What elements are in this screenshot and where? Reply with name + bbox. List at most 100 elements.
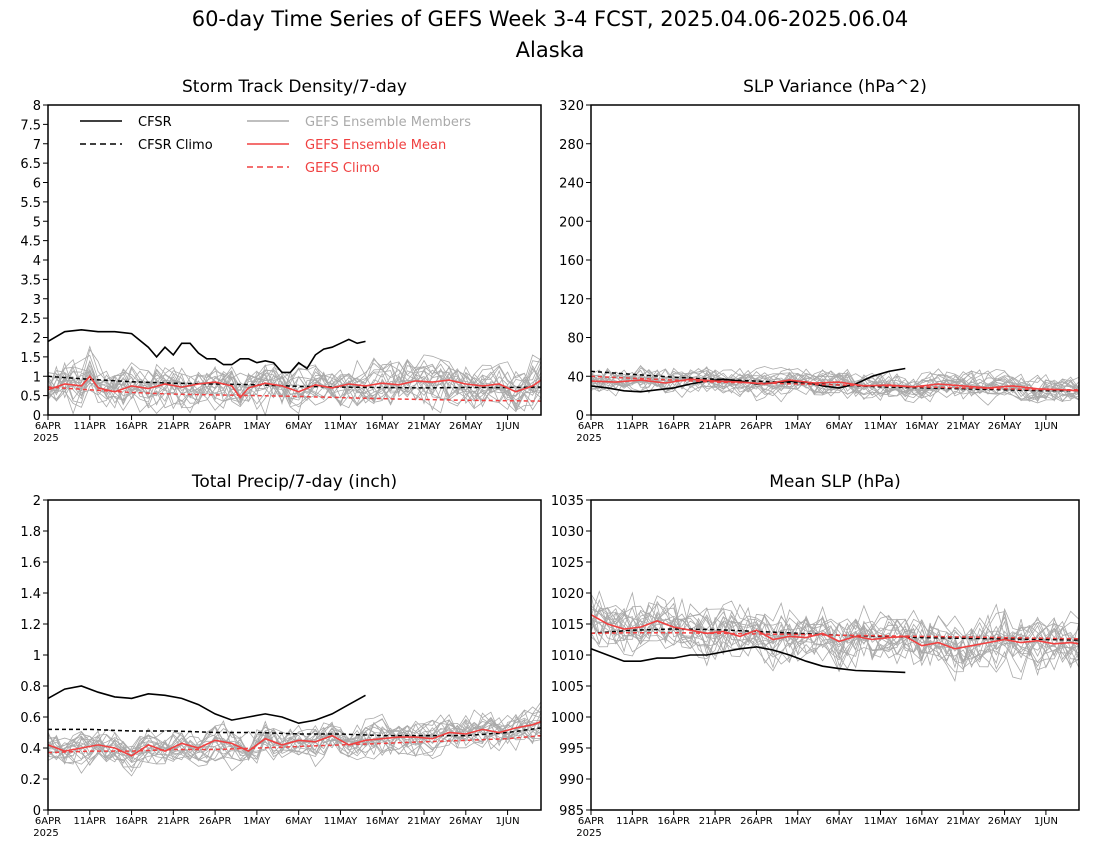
slp-variance-series-gefs-ensemble-mean: [590, 378, 1080, 392]
total-precip-ytick-label: 1: [33, 649, 41, 664]
total-precip-xtick-label: 21MAY: [407, 816, 441, 827]
mean-slp-title: Mean SLP (hPa): [769, 472, 901, 492]
storm-track-series-ensemble-member: [47, 348, 542, 410]
mean-slp-panel: Mean SLP (hPa) 985 990 995 1000 1005 1010 1015 1…: [551, 472, 1080, 839]
total-precip-xtick-year: 2025: [33, 828, 58, 839]
slp-variance-ytick-label: 200: [559, 215, 584, 230]
storm-track-xtick-label: 6APR: [35, 421, 61, 432]
mean-slp-ytick-label: 985: [559, 804, 584, 819]
mean-slp-xtick-year: 2025: [576, 828, 601, 839]
main-title-line1: 60-day Time Series of GEFS Week 3-4 FCST…: [192, 7, 909, 31]
mean-slp-xtick-label: 16APR: [657, 816, 690, 827]
mean-slp-ytick-label: 1035: [551, 494, 584, 509]
total-precip-xtick-label: 1JUN: [496, 816, 520, 827]
total-precip-xtick-label: 11MAY: [324, 816, 358, 827]
slp-variance-title: SLP Variance (hPa^2): [743, 77, 927, 97]
mean-slp-xtick-label: 16MAY: [905, 816, 939, 827]
main-title-line2: Alaska: [516, 38, 585, 62]
storm-track-xtick-label: 26MAY: [449, 421, 483, 432]
storm-track-ytick-label: 8: [33, 99, 41, 114]
total-precip-xtick-label: 6APR: [35, 816, 61, 827]
mean-slp-xtick-label: 21MAY: [946, 816, 980, 827]
mean-slp-xtick-label: 26APR: [740, 816, 773, 827]
storm-track-series-gefs-ensemble-mean: [47, 375, 542, 399]
total-precip-panel: Total Precip/7-day (inch)00.20.40.60.811…: [20, 472, 542, 839]
mean-slp-ytick-label: 995: [559, 742, 584, 757]
slp-variance-ytick-label: 40: [567, 370, 584, 385]
storm-track-title: Storm Track Density/7-day: [182, 77, 407, 97]
total-precip-frame: [47, 499, 542, 811]
storm-track-ytick-label: 3.5: [20, 273, 41, 288]
mean-slp-ytick-label: 1015: [551, 618, 584, 633]
mean-slp-xtick-label: 6MAY: [826, 816, 854, 827]
storm-track-xtick-label: 1MAY: [243, 421, 271, 432]
storm-track-series-ensemble-member: [47, 359, 542, 411]
slp-variance-xtick-label: 11MAY: [864, 421, 898, 432]
storm-track-xtick-label: 6MAY: [285, 421, 313, 432]
storm-track-xtick-label: 11APR: [74, 421, 107, 432]
slp-variance-frame: [590, 104, 1080, 416]
storm-track-series-ensemble-member: [47, 363, 542, 411]
total-precip-xtick-label: 21APR: [157, 816, 190, 827]
storm-track-ytick-label: 5.5: [20, 196, 41, 211]
storm-track-ytick-label: 2: [33, 332, 41, 347]
storm-track-series-ensemble-member: [47, 354, 542, 405]
legend-label: GEFS Ensemble Mean: [305, 138, 446, 153]
storm-track-series-cfsr: [47, 328, 366, 374]
total-precip-ytick-label: 2: [33, 494, 41, 509]
total-precip-ytick-label: 0.4: [20, 742, 41, 757]
legend-label: CFSR Climo: [138, 138, 213, 153]
total-precip-title: Total Precip/7-day (inch): [191, 472, 397, 492]
total-precip-series-ensemble-member: [47, 701, 542, 764]
mean-slp-series-ensemble-member: [590, 613, 1080, 673]
mean-slp-ytick-label: 990: [559, 773, 584, 788]
slp-variance-series-ensemble-member: [590, 367, 1080, 402]
total-precip-ytick-label: 1.8: [20, 525, 41, 540]
slp-variance-xtick-year: 2025: [576, 433, 601, 444]
total-precip-series-gefs-ensemble-mean: [47, 720, 542, 757]
storm-track-ytick-label: 0: [33, 409, 41, 424]
total-precip-xtick-label: 6MAY: [285, 816, 313, 827]
mean-slp-xtick-label: 21APR: [699, 816, 732, 827]
total-precip-ytick-label: 0.2: [20, 773, 41, 788]
total-precip-ytick-label: 1.2: [20, 618, 41, 633]
mean-slp-xtick-label: 1MAY: [784, 816, 812, 827]
slp-variance-panel: SLP Variance (hPa^2) 0 40 80 120 160 200 240 280…: [559, 77, 1080, 444]
mean-slp-series-ensemble-member: [590, 607, 1080, 671]
slp-variance-xtick-label: 16MAY: [905, 421, 939, 432]
slp-variance-ytick-label: 80: [567, 332, 584, 347]
mean-slp-series-ensemble-member: [590, 607, 1080, 669]
storm-track-xtick-label: 26APR: [199, 421, 232, 432]
total-precip-series-ensemble-member: [47, 713, 542, 777]
mean-slp-series-ensemble-member: [590, 607, 1080, 680]
mean-slp-xtick-label: 11APR: [616, 816, 649, 827]
total-precip-ytick-label: 0: [33, 804, 41, 819]
total-precip-ytick-label: 1.4: [20, 587, 41, 602]
slp-variance-ytick-label: 320: [559, 99, 584, 114]
total-precip-ytick-label: 0.6: [20, 711, 41, 726]
slp-variance-xtick-label: 6APR: [578, 421, 604, 432]
mean-slp-ytick-label: 1030: [551, 525, 584, 540]
slp-variance-xtick-label: 11APR: [616, 421, 649, 432]
storm-track-ytick-label: 7: [33, 138, 41, 153]
total-precip-series-ensemble-member: [47, 721, 542, 768]
total-precip-series-ensemble-member: [47, 717, 542, 765]
storm-track-ytick-label: 4: [33, 254, 41, 269]
total-precip-series-ensemble-member: [47, 705, 542, 768]
total-precip-series-cfsr: [47, 685, 366, 725]
mean-slp-ytick-label: 1020: [551, 587, 584, 602]
slp-variance-xtick-label: 6MAY: [826, 421, 854, 432]
mean-slp-series-ensemble-member: [590, 594, 1080, 666]
total-precip-ytick-label: 1.6: [20, 556, 41, 571]
slp-variance-xtick-label: 21APR: [699, 421, 732, 432]
storm-track-xtick-year: 2025: [33, 433, 58, 444]
mean-slp-frame: [590, 499, 1080, 811]
mean-slp-series-gefs-climo: [590, 631, 1080, 640]
storm-track-series-ensemble-member: [47, 358, 542, 415]
total-precip-ytick-label: 0.8: [20, 680, 41, 695]
storm-track-ytick-label: 7.5: [20, 118, 41, 133]
storm-track-xtick-label: 21APR: [157, 421, 190, 432]
storm-track-ytick-label: 6.5: [20, 157, 41, 172]
mean-slp-xtick-label: 11MAY: [864, 816, 898, 827]
